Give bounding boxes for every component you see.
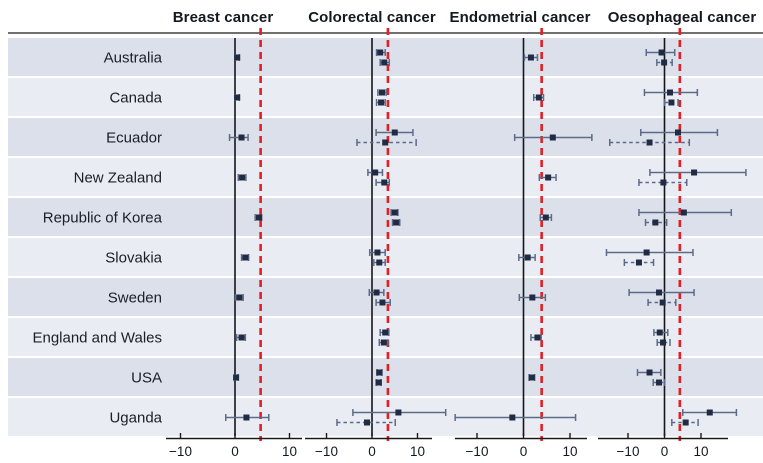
point-marker [243,414,250,421]
x-axis-tick-label: 10 [562,444,577,459]
x-axis-tick-label: −10 [169,444,192,459]
x-axis-tick-label: 0 [520,444,528,459]
x-axis-tick-label: 0 [368,444,376,459]
x-axis-tick-label: −10 [617,444,640,459]
point-marker [660,179,667,186]
point-marker [666,89,673,96]
point-marker [658,49,665,56]
row-band [8,398,763,436]
x-axis-tick-label: 10 [282,444,297,459]
point-marker [656,289,663,296]
point-marker [691,169,698,176]
point-marker [680,209,687,216]
point-marker [379,89,386,96]
point-marker [238,134,245,141]
point-marker [391,209,398,216]
row-band [8,78,763,116]
point-marker [646,369,653,376]
row-band [8,118,763,156]
row-band [8,318,763,356]
row-label: Uganda [109,410,162,427]
row-label: Sweden [108,290,162,307]
row-band [8,278,763,316]
point-marker [242,254,249,261]
point-marker [528,374,535,381]
row-label: New Zealand [74,170,162,187]
x-axis-tick-label: −10 [466,444,489,459]
point-marker [391,129,398,136]
point-marker [535,94,542,101]
point-marker [682,419,689,426]
row-label: Republic of Korea [43,210,163,227]
point-marker [363,419,370,426]
point-marker [529,294,536,301]
point-marker [378,99,385,106]
point-marker [646,139,653,146]
x-axis-tick-label: 10 [410,444,425,459]
point-marker [656,329,663,336]
point-marker [380,339,387,346]
point-marker [377,49,384,56]
panel-title-endometrial: Endometrial cancer [449,9,591,26]
x-axis-tick-label: 10 [693,444,708,459]
point-marker [234,54,241,61]
point-marker [381,179,388,186]
point-marker [379,299,386,306]
point-marker [659,299,666,306]
point-marker [542,214,549,221]
point-marker [374,249,381,256]
point-marker [372,169,379,176]
point-marker [509,414,516,421]
point-marker [643,249,650,256]
point-marker [236,294,243,301]
point-marker [545,174,552,181]
point-marker [549,134,556,141]
point-marker [527,54,534,61]
point-marker [233,374,240,381]
point-marker [706,409,713,416]
point-marker [675,129,682,136]
panel-title-colorectal: Colorectal cancer [308,9,436,26]
point-marker [395,409,402,416]
panel-title-oesophageal: Oesophageal cancer [607,9,757,26]
row-band [8,158,763,196]
panel-title-breast: Breast cancer [172,9,274,26]
point-marker [239,174,246,181]
row-label: Australia [104,50,163,67]
point-marker [375,379,382,386]
point-marker [376,259,383,266]
row-band [8,358,763,396]
point-marker [534,334,541,341]
row-label: USA [131,370,162,387]
row-label: England and Wales [32,330,162,347]
row-label: Canada [109,90,162,107]
point-marker [382,139,389,146]
row-band [8,198,763,236]
point-marker [255,214,262,221]
point-marker [524,254,531,261]
row-label: Slovakia [105,250,162,267]
point-marker [234,94,241,101]
x-axis-tick-label: 0 [661,444,669,459]
point-marker [382,329,389,336]
point-marker [381,59,388,66]
point-marker [238,334,245,341]
point-marker [668,99,675,106]
point-marker [660,339,667,346]
row-band [8,38,763,76]
point-marker [373,289,380,296]
x-axis-tick-label: 0 [231,444,239,459]
point-marker [376,369,383,376]
point-marker [661,59,668,66]
row-band [8,238,763,276]
point-marker [656,379,663,386]
point-marker [635,259,642,266]
point-marker [652,219,659,226]
point-marker [393,219,400,226]
row-label: Ecuador [106,130,162,147]
x-axis-tick-label: −10 [315,444,338,459]
